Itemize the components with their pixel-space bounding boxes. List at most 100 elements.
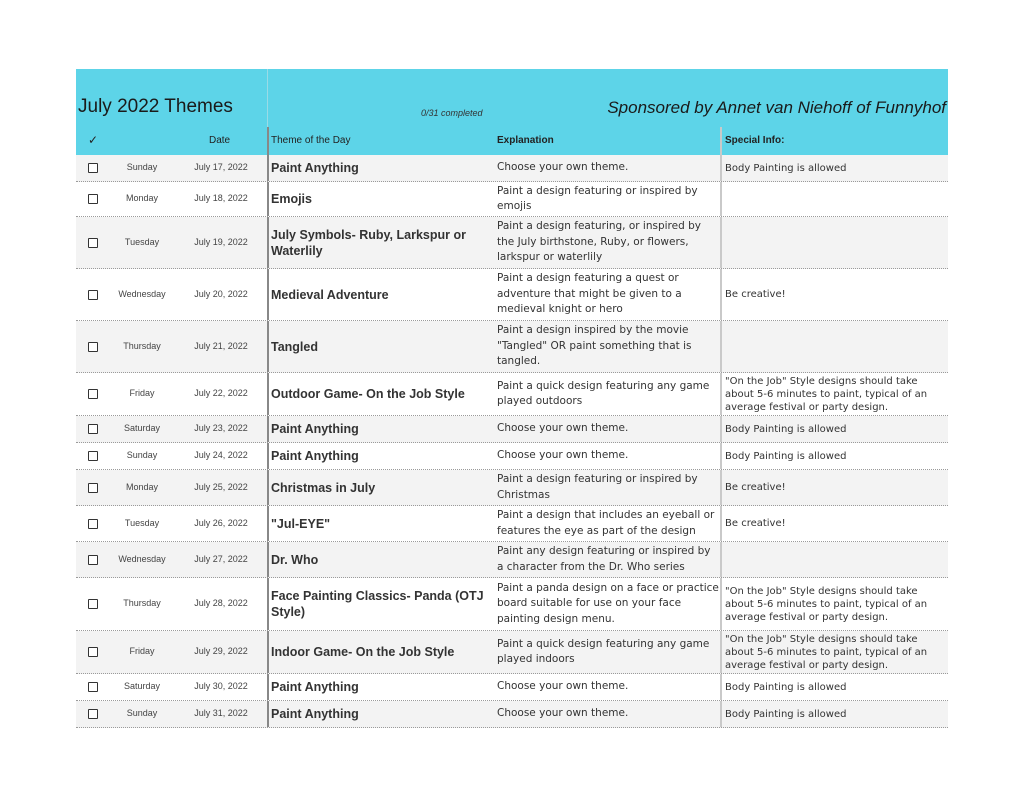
column-divider bbox=[720, 470, 722, 505]
table-row: Friday July 29, 2022 Indoor Game- On the J… bbox=[76, 631, 948, 674]
column-divider bbox=[720, 182, 722, 216]
table-row: Sunday July 24, 2022 Paint Anything Choose … bbox=[76, 443, 948, 470]
column-divider bbox=[720, 578, 722, 630]
date-cell: July 22, 2022 bbox=[194, 388, 248, 398]
column-divider bbox=[267, 542, 269, 577]
column-divider bbox=[267, 578, 269, 630]
theme-cell: Outdoor Game- On the Job Style bbox=[271, 387, 465, 401]
theme-cell: Tangled bbox=[271, 339, 318, 354]
completion-checkbox[interactable] bbox=[88, 194, 98, 204]
date-cell: July 26, 2022 bbox=[194, 517, 248, 528]
special-info-cell: Be creative! bbox=[725, 518, 786, 529]
explanation-cell: Choose your own theme. bbox=[497, 680, 629, 692]
explanation-cell: Choose your own theme. bbox=[497, 707, 629, 719]
table-row: Wednesday July 27, 2022 Dr. Who Paint any d… bbox=[76, 542, 948, 578]
column-divider bbox=[267, 631, 269, 673]
weekday-cell: Tuesday bbox=[124, 517, 160, 528]
explanation-cell: Paint a quick design featuring any game … bbox=[497, 637, 710, 666]
weekday-cell: Tuesday bbox=[124, 236, 160, 247]
completion-checkbox[interactable] bbox=[88, 709, 98, 719]
column-divider bbox=[720, 269, 722, 320]
special-info-cell: Body Painting is allowed bbox=[725, 423, 847, 435]
column-divider bbox=[267, 182, 269, 216]
column-header-row: ✓ Date Theme of the Day Explanation Spec… bbox=[76, 127, 948, 155]
weekday-cell: Monday bbox=[125, 193, 159, 203]
theme-cell: Paint Anything bbox=[271, 449, 359, 463]
weekday-cell: Thursday bbox=[123, 340, 161, 351]
weekday-cell: Saturday bbox=[123, 423, 161, 433]
date-cell: July 25, 2022 bbox=[194, 481, 248, 492]
table-row: Sunday July 31, 2022 Paint Anything Choose … bbox=[76, 701, 948, 728]
completion-checkbox[interactable] bbox=[88, 237, 98, 248]
special-info-column-header: Special Info: bbox=[725, 135, 785, 146]
special-info-cell: "On the Job" Style designs should take a… bbox=[725, 633, 928, 671]
special-info-cell: Be creative! bbox=[725, 289, 786, 300]
date-cell: July 18, 2022 bbox=[194, 193, 248, 203]
weekday-cell: Friday bbox=[129, 646, 155, 656]
theme-cell: Dr. Who bbox=[271, 552, 319, 567]
column-divider bbox=[267, 373, 269, 415]
column-divider bbox=[720, 373, 722, 415]
completion-checkbox[interactable] bbox=[88, 599, 98, 609]
column-divider bbox=[720, 674, 722, 700]
date-cell: July 30, 2022 bbox=[194, 681, 248, 691]
column-divider bbox=[720, 701, 722, 727]
explanation-cell: Paint a design featuring, or inspired by… bbox=[497, 220, 701, 263]
completion-checkbox[interactable] bbox=[88, 647, 98, 657]
weekday-cell: Wednesday bbox=[118, 553, 166, 564]
theme-cell: Paint Anything bbox=[271, 707, 359, 721]
special-info-cell: Body Painting is allowed bbox=[725, 708, 847, 720]
special-info-cell: "On the Job" Style designs should take a… bbox=[725, 375, 928, 413]
date-cell: July 27, 2022 bbox=[194, 553, 248, 564]
completion-checkbox[interactable] bbox=[88, 424, 98, 434]
completion-checkbox[interactable] bbox=[88, 389, 98, 399]
completion-checkbox[interactable] bbox=[88, 163, 98, 173]
weekday-cell: Sunday bbox=[126, 450, 158, 460]
weekday-cell: Sunday bbox=[126, 162, 158, 172]
weekday-cell: Monday bbox=[125, 481, 159, 492]
column-divider bbox=[267, 443, 269, 469]
column-divider bbox=[720, 321, 722, 372]
completion-checkbox[interactable] bbox=[88, 482, 98, 493]
table-row: Monday July 25, 2022 Christmas in July Pain… bbox=[76, 470, 948, 506]
completion-checkbox[interactable] bbox=[88, 289, 98, 300]
column-divider bbox=[720, 127, 722, 155]
weekday-cell: Friday bbox=[129, 388, 155, 398]
table-row: Sunday July 17, 2022 Paint Anything Choose … bbox=[76, 155, 948, 182]
column-divider bbox=[267, 321, 269, 372]
theme-cell: Medieval Adventure bbox=[271, 287, 389, 302]
date-column-header: Date bbox=[209, 135, 231, 146]
theme-cell: Indoor Game- On the Job Style bbox=[271, 645, 455, 659]
table-row: Saturday July 30, 2022 Paint Anything Choos… bbox=[76, 674, 948, 701]
completion-checkbox[interactable] bbox=[88, 682, 98, 692]
special-info-cell: Body Painting is allowed bbox=[725, 450, 847, 462]
completion-checkbox[interactable] bbox=[88, 554, 98, 565]
table-row: Tuesday July 19, 2022 July Symbols- Ruby, … bbox=[76, 217, 948, 269]
column-divider bbox=[267, 701, 269, 727]
weekday-cell: Sunday bbox=[126, 708, 158, 718]
special-info-cell: Body Painting is allowed bbox=[725, 162, 847, 174]
completion-checkbox[interactable] bbox=[88, 341, 98, 352]
column-divider bbox=[267, 506, 269, 541]
theme-cell: Face Painting Classics- Panda (OTJ Style… bbox=[271, 589, 484, 619]
date-cell: July 17, 2022 bbox=[194, 162, 248, 172]
completion-checkbox[interactable] bbox=[88, 518, 98, 529]
completion-checkbox[interactable] bbox=[88, 451, 98, 461]
date-cell: July 24, 2022 bbox=[194, 450, 248, 460]
completion-status: 0/31 completed bbox=[421, 108, 483, 118]
special-info-cell: Body Painting is allowed bbox=[725, 681, 847, 693]
date-cell: July 21, 2022 bbox=[194, 340, 248, 351]
date-cell: July 28, 2022 bbox=[194, 598, 248, 608]
explanation-cell: Paint a quick design featuring any game … bbox=[497, 379, 710, 408]
column-divider bbox=[720, 155, 722, 181]
date-cell: July 31, 2022 bbox=[194, 708, 248, 718]
sheet-header: July 2022 Themes 0/31 completed Sponsore… bbox=[76, 69, 948, 127]
theme-cell: Christmas in July bbox=[271, 480, 376, 495]
weekday-cell: Wednesday bbox=[118, 288, 166, 299]
theme-cell: Paint Anything bbox=[271, 161, 359, 175]
theme-cell: "Jul-EYE" bbox=[271, 516, 331, 531]
column-divider bbox=[720, 542, 722, 577]
column-divider bbox=[720, 506, 722, 541]
header-divider bbox=[267, 69, 268, 127]
column-divider bbox=[720, 443, 722, 469]
